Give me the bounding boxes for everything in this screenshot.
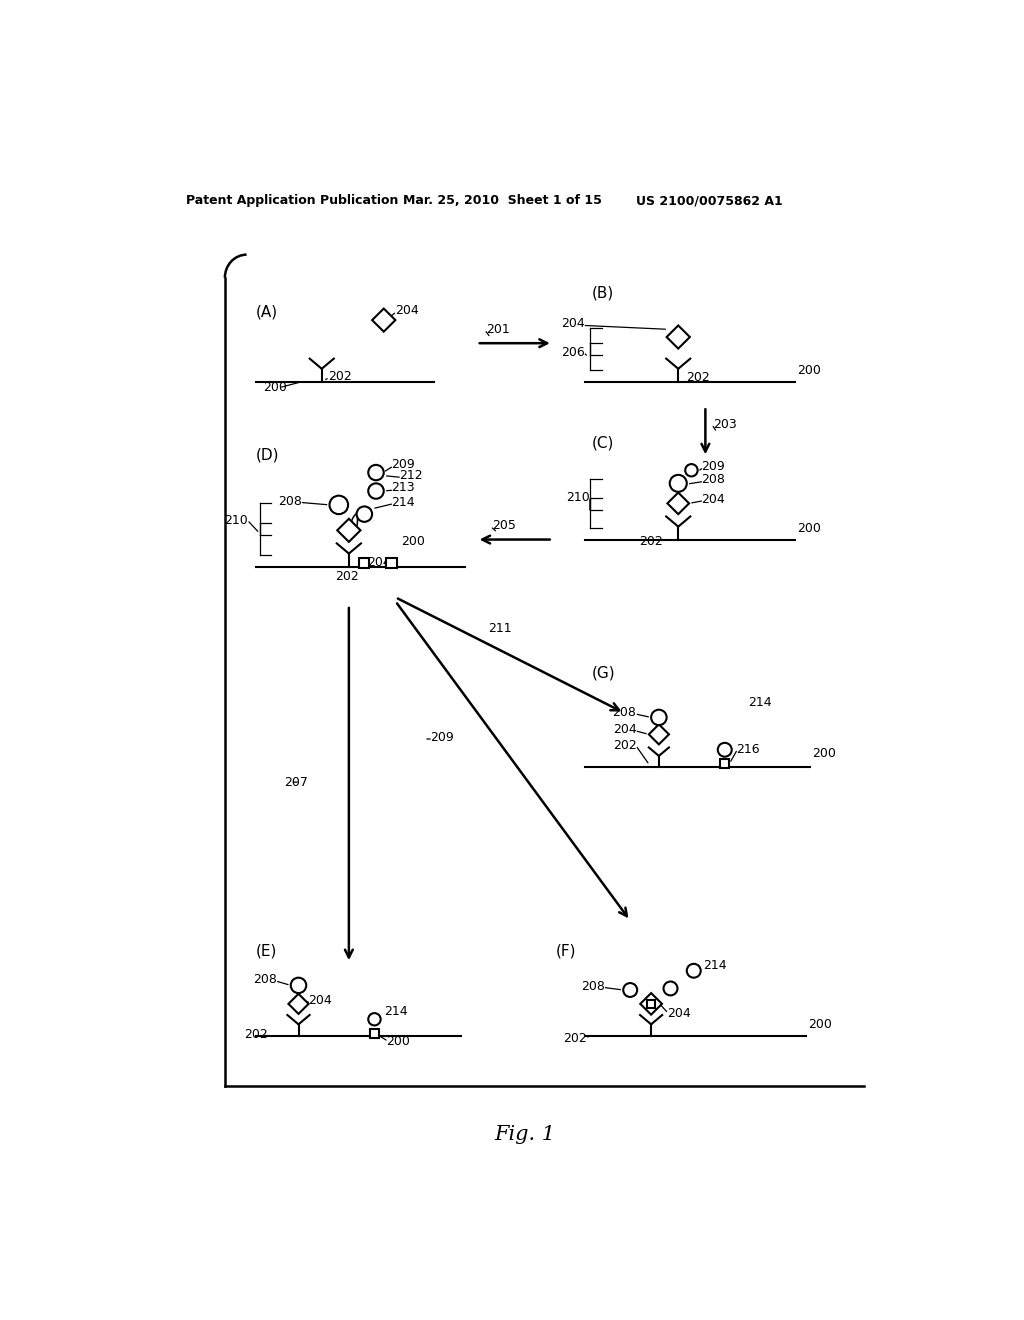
Circle shape bbox=[685, 465, 697, 477]
Text: 202: 202 bbox=[244, 1028, 267, 1041]
Text: 204: 204 bbox=[367, 556, 390, 569]
Text: 205: 205 bbox=[493, 519, 516, 532]
Bar bbox=[359, 557, 370, 568]
Text: (E): (E) bbox=[256, 944, 278, 960]
Text: 200: 200 bbox=[812, 747, 837, 760]
Circle shape bbox=[369, 1014, 381, 1026]
Text: 208: 208 bbox=[278, 495, 302, 508]
Text: 214: 214 bbox=[391, 496, 415, 510]
Text: 203: 203 bbox=[713, 417, 737, 430]
Text: 204: 204 bbox=[667, 1007, 690, 1019]
Text: 204: 204 bbox=[395, 305, 419, 317]
Text: 207: 207 bbox=[285, 776, 308, 788]
Text: 201: 201 bbox=[486, 323, 510, 335]
Bar bbox=[720, 759, 729, 768]
Text: 200: 200 bbox=[797, 363, 820, 376]
Text: 208: 208 bbox=[701, 473, 725, 486]
Polygon shape bbox=[667, 326, 690, 348]
Text: 202: 202 bbox=[639, 536, 663, 548]
Text: 200: 200 bbox=[263, 380, 288, 393]
Text: Mar. 25, 2010  Sheet 1 of 15: Mar. 25, 2010 Sheet 1 of 15 bbox=[403, 194, 602, 207]
Text: 202: 202 bbox=[612, 739, 636, 752]
Polygon shape bbox=[649, 725, 669, 744]
Text: 204: 204 bbox=[701, 492, 725, 506]
Text: 208: 208 bbox=[581, 979, 604, 993]
Polygon shape bbox=[640, 993, 662, 1015]
Bar bbox=[647, 999, 655, 1008]
Text: 216: 216 bbox=[736, 743, 760, 756]
Text: 200: 200 bbox=[386, 1035, 410, 1048]
Text: Patent Application Publication: Patent Application Publication bbox=[186, 194, 398, 207]
Text: 210: 210 bbox=[566, 491, 590, 504]
Text: 209: 209 bbox=[391, 458, 416, 471]
Text: 204: 204 bbox=[308, 994, 332, 1007]
Circle shape bbox=[291, 978, 306, 993]
Circle shape bbox=[651, 710, 667, 725]
Text: 214: 214 bbox=[703, 958, 727, 972]
Circle shape bbox=[718, 743, 732, 756]
Bar bbox=[386, 557, 396, 568]
Text: 202: 202 bbox=[328, 370, 351, 383]
Circle shape bbox=[356, 507, 372, 521]
Text: 202: 202 bbox=[335, 570, 358, 583]
Text: 202: 202 bbox=[563, 1032, 587, 1045]
Polygon shape bbox=[668, 492, 689, 515]
Text: US 2100/0075862 A1: US 2100/0075862 A1 bbox=[636, 194, 782, 207]
Text: Fig. 1: Fig. 1 bbox=[495, 1125, 555, 1144]
Text: 212: 212 bbox=[399, 469, 423, 482]
Text: 214: 214 bbox=[384, 1005, 408, 1018]
Text: 214: 214 bbox=[748, 696, 772, 709]
Text: 213: 213 bbox=[391, 482, 415, 495]
Polygon shape bbox=[289, 994, 308, 1014]
Polygon shape bbox=[372, 309, 395, 331]
Circle shape bbox=[664, 982, 678, 995]
Text: (G): (G) bbox=[592, 665, 615, 680]
Bar bbox=[370, 1028, 379, 1038]
Text: (C): (C) bbox=[592, 436, 613, 451]
Text: 204: 204 bbox=[612, 723, 636, 737]
Circle shape bbox=[687, 964, 700, 978]
Text: 209: 209 bbox=[701, 459, 725, 473]
Text: 204: 204 bbox=[561, 317, 586, 330]
Circle shape bbox=[330, 496, 348, 515]
Text: (B): (B) bbox=[592, 285, 613, 301]
Text: (A): (A) bbox=[256, 305, 278, 319]
Text: 200: 200 bbox=[400, 535, 425, 548]
Circle shape bbox=[670, 475, 687, 492]
Text: 210: 210 bbox=[224, 513, 248, 527]
Polygon shape bbox=[337, 519, 360, 543]
Text: (D): (D) bbox=[256, 447, 280, 462]
Circle shape bbox=[369, 465, 384, 480]
Text: 211: 211 bbox=[488, 622, 512, 635]
Text: 206: 206 bbox=[561, 346, 586, 359]
Text: 208: 208 bbox=[612, 706, 636, 719]
Text: 200: 200 bbox=[809, 1018, 833, 1031]
Text: 202: 202 bbox=[686, 371, 710, 384]
Text: (F): (F) bbox=[556, 944, 577, 960]
Circle shape bbox=[369, 483, 384, 499]
Text: 209: 209 bbox=[430, 731, 454, 744]
Text: 208: 208 bbox=[253, 973, 276, 986]
Text: 200: 200 bbox=[797, 521, 820, 535]
Circle shape bbox=[624, 983, 637, 997]
